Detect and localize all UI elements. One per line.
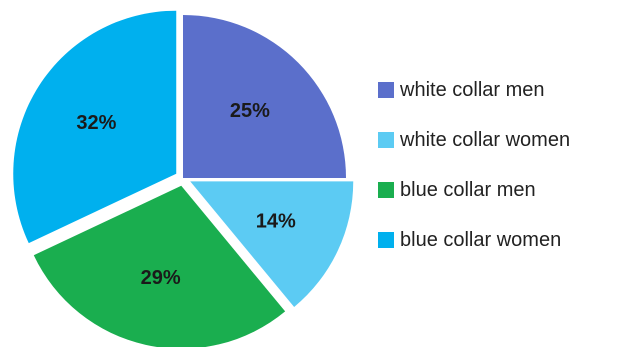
legend-swatch (378, 232, 394, 248)
legend-item-blue-collar-men: blue collar men (378, 179, 536, 201)
legend-swatch (378, 82, 394, 98)
legend-label: blue collar women (400, 229, 561, 251)
slice-label-white-collar-men: 25% (230, 100, 270, 122)
legend-item-blue-collar-women: blue collar women (378, 229, 561, 251)
legend-label: white collar women (399, 129, 570, 151)
slice-blue-collar-women (13, 10, 177, 244)
legend: white collar men white collar women blue c… (378, 79, 570, 251)
slice-labels: 25% 14% 29% 32% (76, 100, 296, 289)
slice-label-blue-collar-men: 29% (141, 267, 181, 289)
pie-slices (13, 10, 354, 347)
slice-white-collar-women (190, 181, 354, 307)
slice-white-collar-men (183, 15, 346, 178)
legend-label: blue collar men (400, 179, 536, 201)
legend-swatch (378, 182, 394, 198)
legend-item-white-collar-women: white collar women (378, 129, 570, 151)
legend-label: white collar men (399, 79, 545, 101)
legend-swatch (378, 132, 394, 148)
slice-blue-collar-men (33, 185, 286, 347)
legend-item-white-collar-men: white collar men (378, 79, 545, 101)
slice-label-white-collar-women: 14% (256, 211, 296, 233)
slice-label-blue-collar-women: 32% (76, 112, 116, 134)
